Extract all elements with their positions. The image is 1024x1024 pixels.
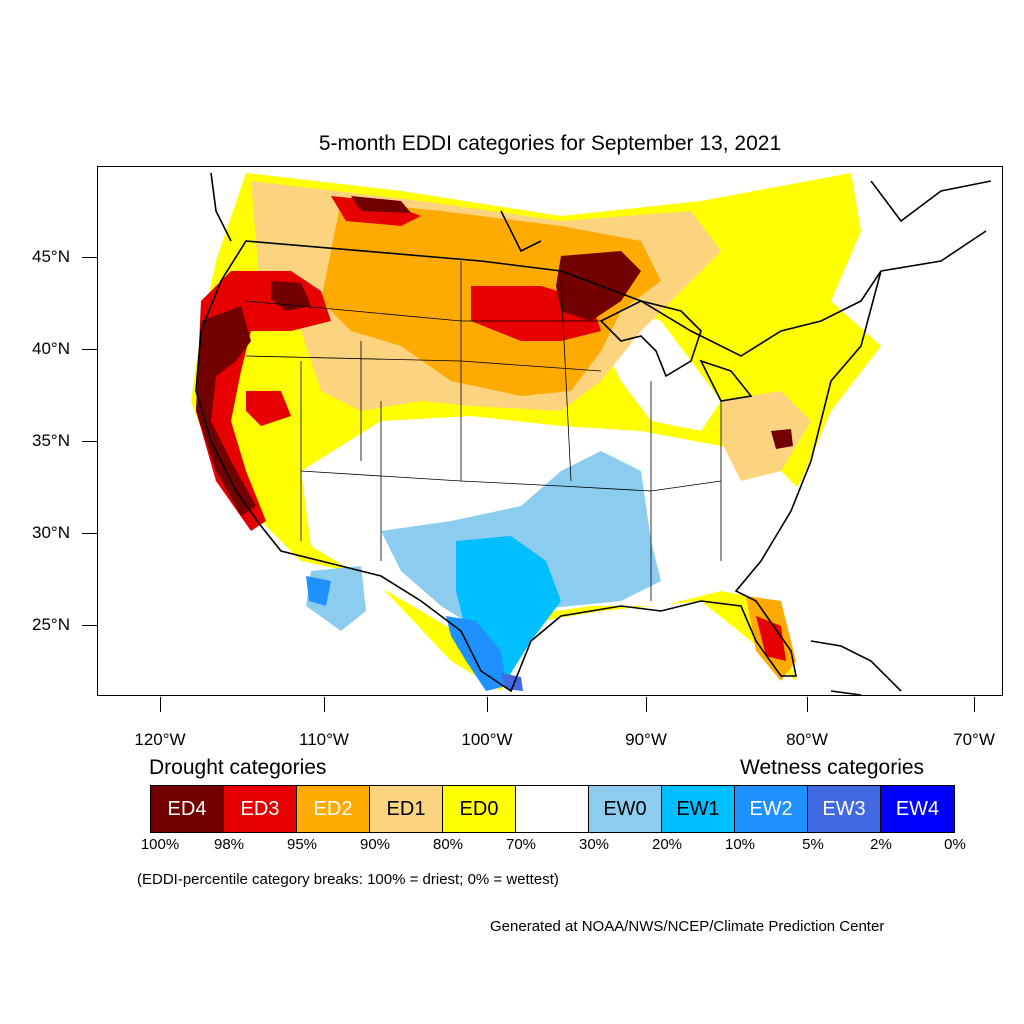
ed3-region-fl [756,616,786,661]
eddi-map [97,166,1003,696]
legend-swatch-ed4: ED4 [151,786,224,832]
legend-label: ED0 [459,797,499,820]
cuba-bahamas [810,640,902,695]
lat-label-30n: 30°N [32,523,70,542]
ew3-region [501,673,523,691]
ed1-region-east [721,391,811,481]
ew2-region [446,616,506,691]
lon-label-80w: 80°W [786,730,828,749]
percentile-break: 98% [213,836,245,853]
percentile-break: 70% [505,836,537,853]
ed4-region-west [196,306,256,516]
lat-tick [82,441,97,442]
legend-swatch-ew4: EW4 [881,786,954,832]
lon-tick [324,697,325,712]
legend-swatch-ed2: ED2 [297,786,370,832]
legend-swatch-ew0: EW0 [589,786,662,832]
percentile-break: 30% [578,836,610,853]
lat-tick [82,533,97,534]
lat-label-25n: 25°N [32,615,70,634]
legend-label: EW3 [822,797,866,820]
state-lines [245,261,722,601]
legend-label: ED1 [386,797,426,820]
legend-label: EW0 [603,797,647,820]
ed4-region-oregon [271,281,311,311]
legend-label: ED2 [313,797,353,820]
canada-coast [210,172,992,272]
percentile-break: 90% [359,836,391,853]
lon-tick [487,697,488,712]
great-lakes [599,300,753,402]
legend-label: ED4 [167,797,207,820]
ew2-region-mx [306,576,331,606]
lon-label-110w: 110°W [299,730,349,749]
map-title: 5-month EDDI categories for September 13… [318,132,782,155]
legend-swatch-ed3: ED3 [224,786,297,832]
lon-tick [807,697,808,712]
percentile-break: 95% [286,836,318,853]
ed4-region-va [771,429,793,449]
lon-tick [646,697,647,712]
lon-label-70w: 70°W [953,730,995,749]
percentile-break: 0% [944,836,966,853]
credit-line: Generated at NOAA/NWS/NCEP/Climate Predi… [490,918,885,935]
lat-label-45n: 45°N [32,247,70,266]
percentile-break: 5% [802,836,824,853]
ed3-region-nv [246,391,291,426]
ed4-region-mt [351,196,411,213]
legend-label: EW4 [895,797,940,820]
legend-swatch-ed0: ED0 [443,786,516,832]
lat-tick [82,257,97,258]
lon-label-90w: 90°W [625,730,667,749]
category-legend: ED4 ED3 ED2 ED1 ED0 EW0 EW1 EW2 EW3 EW4 [150,785,955,833]
percentile-break: 100% [140,836,180,853]
percentile-break: 10% [724,836,756,853]
ed4-region-ne [556,251,641,321]
lat-label-40n: 40°N [32,339,70,358]
percentile-break: 2% [870,836,892,853]
lon-label-120w: 120°W [134,730,186,749]
percentile-break: 80% [432,836,464,853]
lat-tick [82,349,97,350]
lon-tick [974,697,975,712]
lon-tick [160,697,161,712]
category-breaks-note: (EDDI-percentile category breaks: 100% =… [137,871,559,888]
lon-label-100w: 100°W [461,730,513,749]
legend-label: ED3 [240,797,280,820]
legend-swatch-normal [516,786,589,832]
legend-swatch-ew3: EW3 [808,786,881,832]
lat-label-35n: 35°N [32,431,70,450]
percentile-break: 20% [651,836,683,853]
legend-label: EW1 [676,797,720,820]
legend-swatch-ed1: ED1 [370,786,443,832]
wetness-categories-heading: Wetness categories [740,756,925,779]
us-outline [195,240,882,693]
ew0-region [381,451,661,631]
drought-categories-heading: Drought categories [149,756,327,779]
legend-label: EW2 [749,797,793,820]
lat-tick [82,625,97,626]
legend-swatch-ew1: EW1 [662,786,735,832]
legend-swatch-ew2: EW2 [735,786,808,832]
